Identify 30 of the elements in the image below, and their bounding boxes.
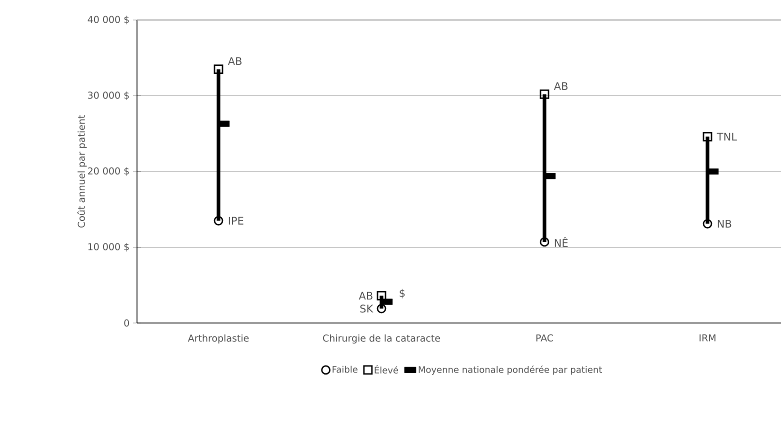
y-tick-label: 20 000 $ [88,167,129,176]
legend-label: Faible [332,366,358,373]
x-tick-label: Chirurgie de la cataracte [323,334,440,344]
point [702,132,712,142]
y-axis-title: Coût annuel par patient [77,115,87,228]
annotation: AB [358,292,372,300]
y-tick-label: 10 000 $ [88,242,129,252]
legend-label: Élevé [374,365,398,374]
point [702,219,712,228]
annotation: AB [228,57,242,65]
y-tick-label: 30 000 $ [88,91,129,100]
legend-label: Moyenne nationale pondérée par patient [418,366,602,375]
x-tick-label: Arthroplastie [188,334,249,344]
annotation: IPE [228,216,244,225]
annotation: AB [554,82,568,90]
annotation: NB [718,220,732,228]
x-tick-label: PAC [536,334,554,342]
y-tick-label: 0 [124,319,129,327]
point [376,291,386,300]
point [540,237,550,247]
point [540,90,550,99]
x-tick-label: IRM [700,334,716,342]
annotation: NÊ [554,237,568,247]
annotation: TNL [716,132,737,140]
y-tick-label: 40 000 $ [88,16,129,24]
point [214,216,224,226]
annotation: SK [360,304,374,313]
point [214,64,224,74]
point [376,304,386,314]
annotation: $ [400,288,405,298]
